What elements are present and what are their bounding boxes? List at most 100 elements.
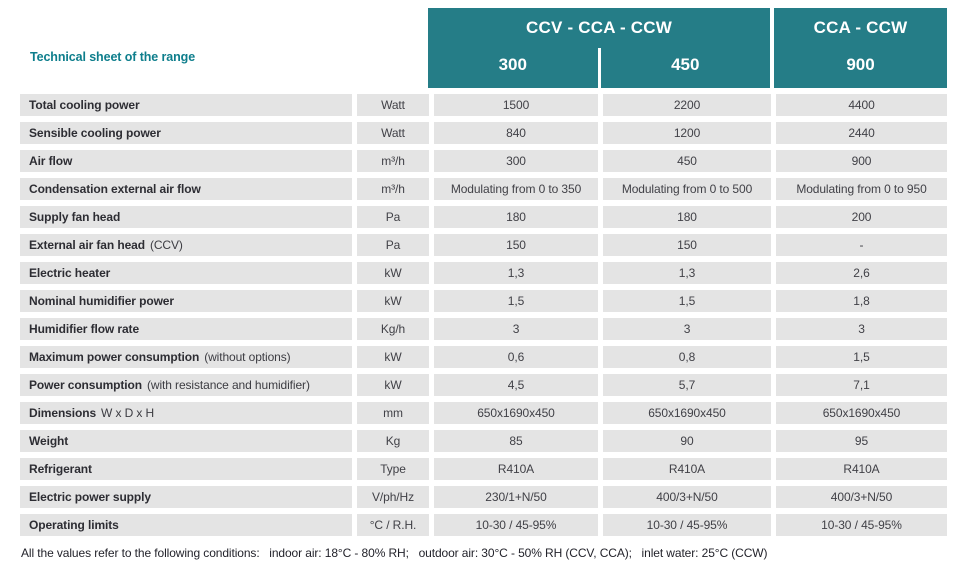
row-label: Operating limits bbox=[20, 514, 352, 536]
row-value: 1200 bbox=[603, 122, 771, 144]
row-unit: Type bbox=[357, 458, 429, 480]
row-value: 3 bbox=[603, 318, 771, 340]
row-unit: kW bbox=[357, 374, 429, 396]
row-label: Maximum power consumption (without option… bbox=[20, 346, 352, 368]
row-value: 2440 bbox=[776, 122, 947, 144]
page-title: Technical sheet of the range bbox=[30, 50, 196, 64]
row-value: 10-30 / 45-95% bbox=[776, 514, 947, 536]
row-value: 650x1690x450 bbox=[776, 402, 947, 424]
table-row: Operating limits °C / R.H. 10-30 / 45-95% 1… bbox=[20, 514, 947, 536]
header-sizes-row: 900 bbox=[774, 48, 947, 88]
row-label: Electric heater bbox=[20, 262, 352, 284]
row-label: Humidifier flow rate bbox=[20, 318, 352, 340]
row-label-note: (with resistance and humidifier) bbox=[146, 378, 310, 392]
row-value: 2200 bbox=[603, 94, 771, 116]
row-value: 90 bbox=[603, 430, 771, 452]
row-value: 230/1+N/50 bbox=[434, 486, 598, 508]
row-value: - bbox=[776, 234, 947, 256]
header-size-450: 450 bbox=[597, 48, 771, 88]
row-value: 85 bbox=[434, 430, 598, 452]
row-value: 900 bbox=[776, 150, 947, 172]
row-value: 5,7 bbox=[603, 374, 771, 396]
conditions-note: All the values refer to the following co… bbox=[21, 546, 768, 560]
table-row: Condensation external air flow m³/h Modula… bbox=[20, 178, 947, 200]
row-unit: Watt bbox=[357, 94, 429, 116]
header-models-label: CCV - CCA - CCW bbox=[526, 18, 672, 37]
row-value: 150 bbox=[603, 234, 771, 256]
row-label: Air flow bbox=[20, 150, 352, 172]
row-label-note: (CCV) bbox=[149, 238, 183, 252]
row-label: Condensation external air flow bbox=[20, 178, 352, 200]
row-unit: m³/h bbox=[357, 150, 429, 172]
row-value: 4400 bbox=[776, 94, 947, 116]
row-unit: V/ph/Hz bbox=[357, 486, 429, 508]
row-label: Sensible cooling power bbox=[20, 122, 352, 144]
table-row: Electric heater kW 1,3 1,3 2,6 bbox=[20, 262, 947, 284]
row-unit: °C / R.H. bbox=[357, 514, 429, 536]
row-label: Electric power supply bbox=[20, 486, 352, 508]
table-row: Total cooling power Watt 1500 2200 4400 bbox=[20, 94, 947, 116]
spec-table: Total cooling power Watt 1500 2200 4400 Sensi… bbox=[20, 94, 947, 542]
row-label: Weight bbox=[20, 430, 352, 452]
row-label-note: W x D x H bbox=[101, 406, 155, 420]
row-label: Dimensions W x D x H bbox=[20, 402, 352, 424]
table-row: External air fan head (CCV) Pa 150 150- bbox=[20, 234, 947, 256]
row-value: Modulating from 0 to 950 bbox=[776, 178, 947, 200]
header-group-cca-ccw: CCA - CCW 900 bbox=[774, 8, 947, 88]
row-unit: mm bbox=[357, 402, 429, 424]
row-label: Total cooling power bbox=[20, 94, 352, 116]
row-value: 0,8 bbox=[603, 346, 771, 368]
table-row: Electric power supply V/ph/Hz 230/1+N/50 40… bbox=[20, 486, 947, 508]
row-value: 3 bbox=[776, 318, 947, 340]
row-value: 150 bbox=[434, 234, 598, 256]
row-unit: Watt bbox=[357, 122, 429, 144]
row-value: 95 bbox=[776, 430, 947, 452]
row-value: 400/3+N/50 bbox=[603, 486, 771, 508]
row-label: Refrigerant bbox=[20, 458, 352, 480]
row-label: External air fan head (CCV) bbox=[20, 234, 352, 256]
row-value: R410A bbox=[603, 458, 771, 480]
row-value: 400/3+N/50 bbox=[776, 486, 947, 508]
row-value: 1500 bbox=[434, 94, 598, 116]
row-value: R410A bbox=[776, 458, 947, 480]
row-value: Modulating from 0 to 500 bbox=[603, 178, 771, 200]
row-unit: kW bbox=[357, 346, 429, 368]
table-row: Power consumption (with resistance and hu… bbox=[20, 374, 947, 396]
row-unit: kW bbox=[357, 262, 429, 284]
row-value: 4,5 bbox=[434, 374, 598, 396]
row-value: 1,5 bbox=[603, 290, 771, 312]
header-group-ccv-cca-ccw: CCV - CCA - CCW 300 450 bbox=[428, 8, 770, 88]
table-row: Supply fan head Pa 180 180 200 bbox=[20, 206, 947, 228]
row-value: 1,3 bbox=[603, 262, 771, 284]
row-value: 1,5 bbox=[776, 346, 947, 368]
row-value: 1,8 bbox=[776, 290, 947, 312]
row-label: Nominal humidifier power bbox=[20, 290, 352, 312]
row-value: 10-30 / 45-95% bbox=[434, 514, 598, 536]
row-value: 10-30 / 45-95% bbox=[603, 514, 771, 536]
row-label: Supply fan head bbox=[20, 206, 352, 228]
table-row: Refrigerant Type R410A R410A R410A bbox=[20, 458, 947, 480]
row-label: Power consumption (with resistance and hu… bbox=[20, 374, 352, 396]
header-size-900: 900 bbox=[846, 55, 875, 74]
row-value: 300 bbox=[434, 150, 598, 172]
row-value: 650x1690x450 bbox=[603, 402, 771, 424]
row-value: 840 bbox=[434, 122, 598, 144]
row-value: 1,3 bbox=[434, 262, 598, 284]
table-row: Air flow m³/h 300 450 900 bbox=[20, 150, 947, 172]
row-unit: kW bbox=[357, 290, 429, 312]
row-value: 2,6 bbox=[776, 262, 947, 284]
row-unit: Pa bbox=[357, 234, 429, 256]
row-value: R410A bbox=[434, 458, 598, 480]
row-label-note: (without options) bbox=[204, 350, 291, 364]
table-row: Humidifier flow rate Kg/h 3 3 3 bbox=[20, 318, 947, 340]
row-value: 650x1690x450 bbox=[434, 402, 598, 424]
row-value: Modulating from 0 to 350 bbox=[434, 178, 598, 200]
row-unit: m³/h bbox=[357, 178, 429, 200]
row-value: 180 bbox=[434, 206, 598, 228]
row-unit: Kg/h bbox=[357, 318, 429, 340]
row-value: 1,5 bbox=[434, 290, 598, 312]
table-row: Nominal humidifier power kW 1,5 1,5 1,8 bbox=[20, 290, 947, 312]
header-models-label: CCA - CCW bbox=[813, 18, 908, 37]
